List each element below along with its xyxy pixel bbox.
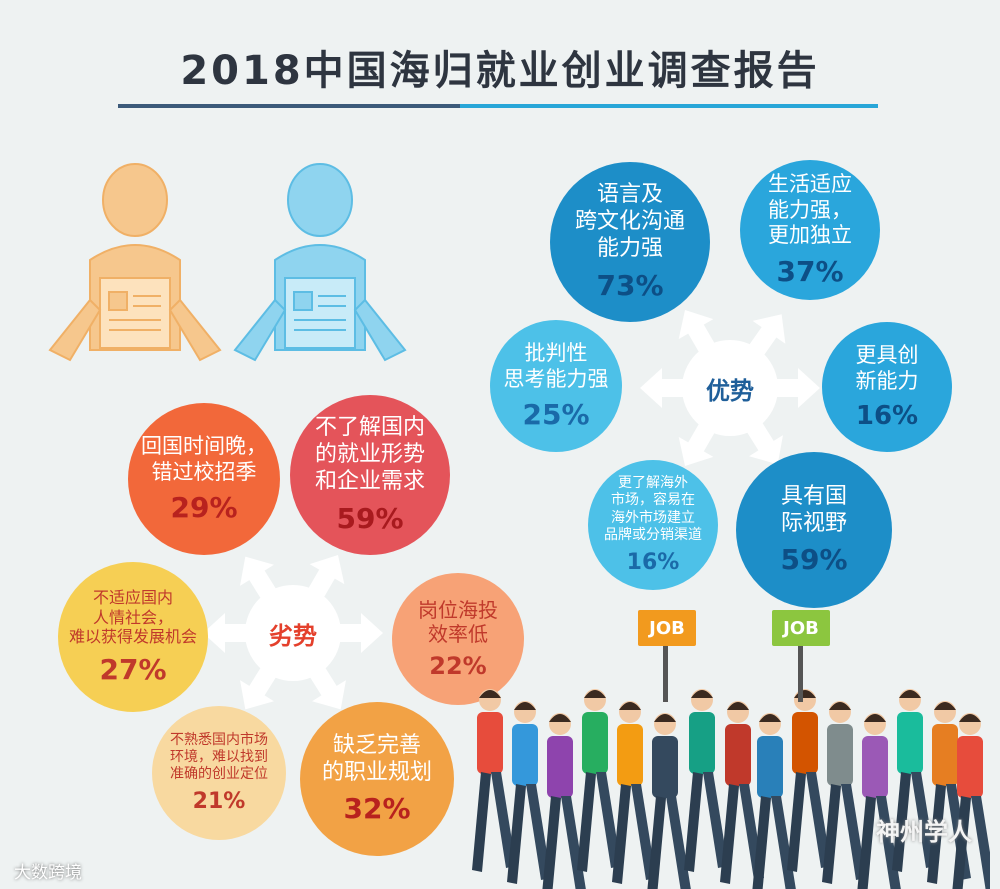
disadvantage-bubble: 不了解国内 的就业形势 和企业需求 59%: [290, 395, 450, 555]
disadvantage-bubble-percent: 32%: [343, 792, 411, 826]
advantage-bubble: 更了解海外 市场，容易在 海外市场建立 品牌或分销渠道 16%: [588, 460, 718, 590]
advantage-bubble-text: 语言及 跨文化沟通 能力强: [574, 182, 685, 261]
walking-person-icon: [822, 701, 866, 884]
walking-person-icon: [577, 689, 621, 872]
disadvantage-bubble-text: 缺乏完善 的职业规划: [321, 732, 432, 785]
advantage-bubble-percent: 16%: [626, 549, 680, 575]
advantage-bubble: 生活适应 能力强， 更加独立 37%: [740, 160, 880, 300]
arrow: [240, 667, 277, 710]
advantages-hub: 优势: [682, 340, 778, 436]
sign-pole: [663, 640, 668, 702]
walking-person-icon: [787, 689, 831, 872]
disadvantage-bubble: 不熟悉国内市场 环境，难以找到 准确的创业定位 21%: [152, 706, 286, 840]
advantage-bubble-percent: 25%: [522, 398, 590, 432]
walking-person-icon: [612, 701, 656, 884]
advantage-bubble: 更具创 新能力 16%: [822, 322, 952, 452]
brand-logo-text: 神州学人: [876, 818, 972, 846]
disadvantage-bubble-text: 不熟悉国内市场 环境，难以找到 准确的创业定位: [170, 731, 268, 783]
disadvantage-bubble-percent: 59%: [336, 501, 404, 535]
crowd-illustration: [472, 640, 990, 889]
advantage-bubble: 语言及 跨文化沟通 能力强 73%: [550, 162, 710, 322]
arrow: [339, 613, 383, 653]
arrow: [678, 423, 715, 466]
sign-pole: [798, 640, 803, 702]
person-with-resume-icon: [48, 163, 222, 362]
arrow: [749, 314, 786, 356]
walking-person-icon: [647, 713, 691, 889]
walking-person-icon: [684, 689, 728, 872]
advantage-bubble-text: 更了解海外 市场，容易在 海外市场建立 品牌或分销渠道: [604, 475, 702, 543]
walking-person-icon: [472, 689, 516, 872]
arrow: [746, 422, 783, 465]
advantage-bubble-percent: 73%: [596, 268, 664, 302]
disadvantage-bubble-percent: 29%: [170, 491, 238, 525]
arrow: [678, 310, 715, 353]
arrow: [309, 667, 346, 710]
watermark-text: 大数跨境: [14, 863, 82, 883]
walking-person-icon: [952, 713, 990, 889]
advantage-bubble-percent: 37%: [776, 254, 844, 288]
arrow: [240, 556, 277, 599]
arrow: [776, 368, 820, 408]
disadvantage-bubble-percent: 22%: [429, 652, 487, 681]
disadvantage-bubble-text: 不适应国内 人情社会， 难以获得发展机会: [68, 588, 197, 647]
arrow: [203, 613, 247, 653]
disadvantages-hub-label: 劣势: [269, 621, 317, 650]
disadvantage-bubble: 岗位海投 效率低 22%: [392, 573, 524, 705]
disadvantage-bubble-text: 岗位海投 效率低: [418, 597, 498, 646]
advantage-bubble-text: 批判性 思考能力强: [503, 340, 609, 391]
person-with-resume-icon: [233, 163, 407, 362]
advantage-bubble-text: 具有国 际视野: [780, 483, 847, 536]
disadvantage-bubble: 回国时间晚， 错过校招季 29%: [128, 403, 280, 555]
advantage-bubble-percent: 59%: [780, 543, 848, 577]
disadvantage-bubble-percent: 27%: [99, 652, 167, 686]
disadvantage-bubble: 缺乏完善 的职业规划 32%: [300, 702, 454, 856]
walking-person-icon: [507, 701, 551, 884]
advantages-hub-label: 优势: [706, 376, 754, 405]
disadvantage-bubble-text: 回国时间晚， 错过校招季: [141, 433, 267, 484]
advantage-bubble-text: 生活适应 能力强， 更加独立: [768, 172, 852, 248]
advantage-bubble: 批判性 思考能力强 25%: [490, 320, 622, 452]
advantage-bubble-percent: 16%: [855, 400, 919, 431]
job-sign-right: JOB: [772, 610, 830, 646]
disadvantage-bubble-percent: 21%: [192, 789, 246, 815]
page-title: 2018中国海归就业创业调查报告: [180, 48, 820, 94]
disadvantage-bubble: 不适应国内 人情社会， 难以获得发展机会 27%: [58, 562, 208, 712]
arrow: [308, 555, 345, 598]
job-sign-left: JOB: [638, 610, 696, 646]
advantage-bubble: 具有国 际视野 59%: [736, 452, 892, 608]
disadvantages-hub: 劣势: [245, 585, 341, 681]
disadvantage-bubble-text: 不了解国内 的就业形势 和企业需求: [314, 415, 425, 494]
arrow: [640, 368, 684, 408]
walking-person-icon: [892, 689, 936, 872]
advantage-bubble-text: 更具创 新能力: [855, 343, 919, 393]
title-underline: [118, 104, 878, 108]
